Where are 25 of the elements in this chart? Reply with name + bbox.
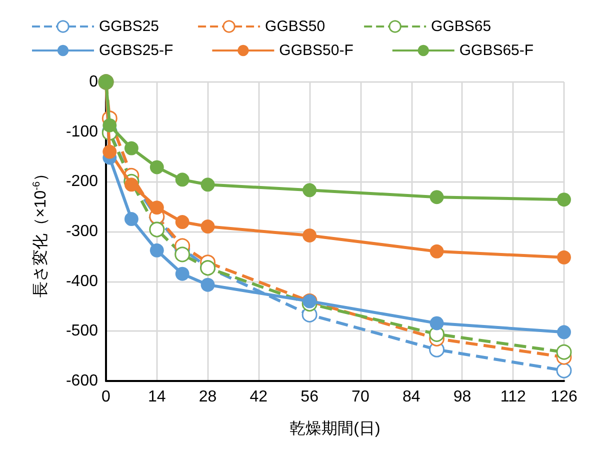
y-tick-label: -200 (66, 173, 98, 190)
legend-label: GGBS65 (431, 18, 492, 35)
x-tick-label: 84 (402, 388, 420, 406)
x-axis-title: 乾燥期間(日) (290, 420, 380, 438)
x-tick-label: 0 (102, 388, 111, 406)
y-tick-label: -500 (66, 322, 98, 340)
y-tick-label: -600 (66, 372, 98, 390)
legend-label: GGBS50 (265, 18, 326, 35)
x-tick-label: 14 (148, 388, 166, 406)
y-tick-label: -400 (66, 272, 98, 290)
x-tick-label: 126 (550, 388, 578, 406)
x-tick-label: 28 (198, 388, 217, 406)
y-tick-label: -100 (66, 123, 98, 140)
y-tick-label: 0 (89, 74, 98, 90)
legend-label: GGBS50-F (279, 42, 354, 59)
x-tick-label: 98 (453, 388, 472, 406)
x-tick-label: 56 (300, 388, 319, 406)
x-tick-label: 42 (250, 388, 268, 406)
legend-label: GGBS25-F (99, 42, 174, 59)
legend-label: GGBS25 (99, 18, 160, 35)
x-tick-label: 70 (352, 388, 370, 406)
legend-label: GGBS65-F (459, 42, 534, 59)
y-axis-title: 長さ変化（×10-6） (32, 165, 50, 298)
x-tick-label: 112 (500, 388, 526, 406)
y-tick-label: -300 (66, 223, 98, 240)
